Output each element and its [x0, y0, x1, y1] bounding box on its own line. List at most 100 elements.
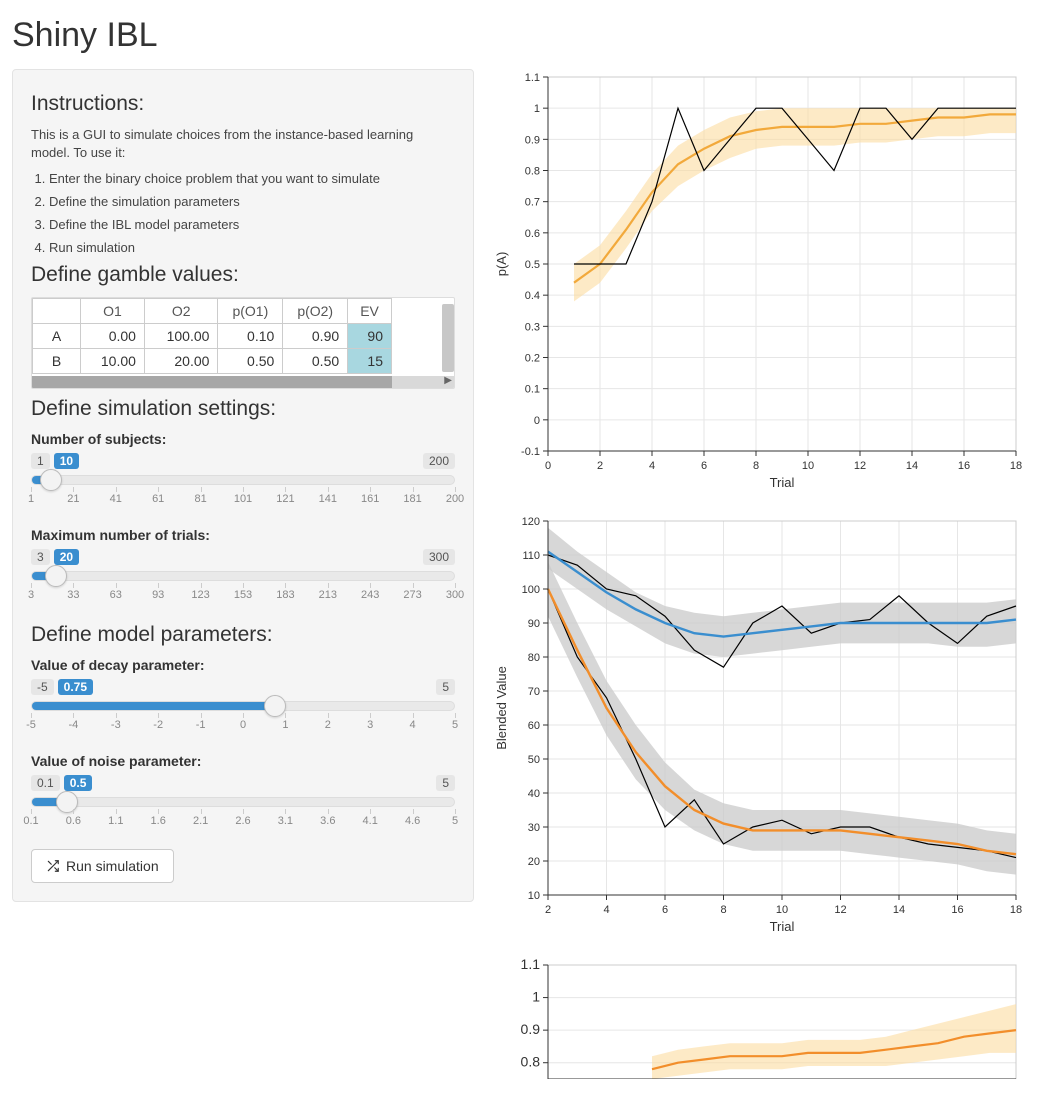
gamble-row-label: B — [33, 349, 81, 374]
svg-text:0.4: 0.4 — [525, 290, 540, 302]
slider-min: 1 — [31, 453, 50, 469]
svg-text:2: 2 — [597, 460, 603, 472]
instructions-intro: This is a GUI to simulate choices from t… — [31, 126, 455, 161]
gamble-row[interactable]: A 0.00 100.00 0.10 0.90 90 — [33, 324, 392, 349]
instructions-item: Run simulation — [49, 240, 455, 255]
slider-value-tag: 20 — [54, 549, 79, 565]
svg-text:0.6: 0.6 — [525, 228, 540, 240]
slider-thumb[interactable] — [40, 469, 62, 491]
instructions-list: Enter the binary choice problem that you… — [31, 171, 455, 255]
svg-text:10: 10 — [528, 890, 540, 902]
gamble-scrollbar-vertical[interactable] — [442, 304, 454, 372]
svg-text:18: 18 — [1010, 904, 1022, 916]
blended-value-chart: 1020304050607080901001101202468101214161… — [492, 515, 1037, 935]
instructions-heading: Instructions: — [31, 92, 455, 116]
page-title: Shiny IBL — [12, 16, 1037, 55]
svg-text:12: 12 — [834, 904, 846, 916]
slider-decay[interactable]: Value of decay parameter:-50.755-5-4-3-2… — [31, 657, 455, 735]
svg-text:Trial: Trial — [770, 475, 795, 490]
slider-value-tag: 10 — [54, 453, 79, 469]
svg-text:0.7: 0.7 — [525, 197, 540, 209]
svg-text:0.1: 0.1 — [525, 384, 540, 396]
svg-text:14: 14 — [893, 904, 905, 916]
slider-min: 3 — [31, 549, 50, 565]
slider-track[interactable] — [31, 797, 455, 807]
gamble-cell[interactable]: 0.50 — [218, 349, 283, 374]
gamble-col-po1: p(O1) — [218, 299, 283, 324]
svg-text:0.9: 0.9 — [521, 1021, 541, 1037]
svg-text:Blended Value: Blended Value — [494, 666, 509, 750]
svg-text:60: 60 — [528, 720, 540, 732]
svg-text:0.9: 0.9 — [525, 134, 540, 146]
gamble-heading: Define gamble values: — [31, 263, 455, 287]
slider-n_subjects[interactable]: Number of subjects: 110 200 121416181101121… — [31, 431, 455, 509]
svg-text:30: 30 — [528, 822, 540, 834]
slider-ticks: 0.10.61.11.62.12.63.13.64.14.65 — [31, 811, 455, 831]
svg-text:90: 90 — [528, 618, 540, 630]
slider-label: Number of subjects: — [31, 431, 455, 447]
gamble-col-po2: p(O2) — [283, 299, 348, 324]
slider-ticks: 121416181101121141161181200 — [31, 489, 455, 509]
run-simulation-label: Run simulation — [66, 858, 159, 874]
svg-text:p(A): p(A) — [494, 252, 509, 277]
slider-min: 0.1 — [31, 775, 60, 791]
svg-text:0.5: 0.5 — [525, 259, 540, 271]
svg-text:80: 80 — [528, 652, 540, 664]
svg-text:18: 18 — [1010, 460, 1022, 472]
gamble-cell[interactable]: 100.00 — [144, 324, 217, 349]
gamble-cell[interactable]: 0.90 — [283, 324, 348, 349]
svg-text:1.1: 1.1 — [521, 959, 541, 972]
svg-text:8: 8 — [753, 460, 759, 472]
svg-text:14: 14 — [906, 460, 918, 472]
scroll-right-icon[interactable]: ▶ — [444, 375, 452, 386]
gamble-cell[interactable]: 10.00 — [81, 349, 145, 374]
slider-ticks: -5-4-3-2-1012345 — [31, 715, 455, 735]
gamble-row[interactable]: B 10.00 20.00 0.50 0.50 15 — [33, 349, 392, 374]
gamble-row-label: A — [33, 324, 81, 349]
slider-max: 200 — [423, 453, 455, 469]
svg-text:20: 20 — [528, 856, 540, 868]
svg-text:0.8: 0.8 — [521, 1054, 541, 1070]
svg-text:0.8: 0.8 — [525, 166, 540, 178]
gamble-table[interactable]: O1 O2 p(O1) p(O2) EV A 0.00 100.00 0.10 — [31, 297, 455, 389]
svg-text:10: 10 — [776, 904, 788, 916]
slider-max_trials[interactable]: Maximum number of trials:320300333639312… — [31, 527, 455, 605]
slider-noise[interactable]: Value of noise parameter:0.10.550.10.61.… — [31, 753, 455, 831]
slider-max: 5 — [436, 775, 455, 791]
instructions-item: Define the simulation parameters — [49, 194, 455, 209]
model-params-heading: Define model parameters: — [31, 623, 455, 647]
svg-text:0: 0 — [534, 415, 540, 427]
svg-text:-0.1: -0.1 — [521, 446, 540, 458]
gamble-scrollbar-horizontal[interactable]: ◀ ▶ — [32, 376, 454, 388]
svg-text:4: 4 — [603, 904, 609, 916]
svg-text:110: 110 — [522, 550, 540, 562]
gamble-cell[interactable]: 0.50 — [283, 349, 348, 374]
slider-track[interactable] — [31, 701, 455, 711]
svg-text:12: 12 — [854, 460, 866, 472]
simulation-settings-heading: Define simulation settings: — [31, 397, 455, 421]
run-simulation-button[interactable]: Run simulation — [31, 849, 174, 883]
slider-label: Maximum number of trials: — [31, 527, 455, 543]
slider-thumb[interactable] — [45, 565, 67, 587]
svg-text:120: 120 — [522, 516, 540, 528]
slider-track[interactable] — [31, 571, 455, 581]
gamble-cell[interactable]: 0.00 — [81, 324, 145, 349]
svg-text:100: 100 — [522, 584, 540, 596]
slider-track[interactable] — [31, 475, 455, 485]
gamble-col-ev: EV — [348, 299, 392, 324]
svg-text:1: 1 — [534, 103, 540, 115]
svg-text:0.2: 0.2 — [525, 353, 540, 365]
svg-text:4: 4 — [649, 460, 655, 472]
instructions-item: Enter the binary choice problem that you… — [49, 171, 455, 186]
slider-thumb[interactable] — [264, 695, 286, 717]
gamble-cell-ev: 15 — [348, 349, 392, 374]
svg-text:40: 40 — [528, 788, 540, 800]
svg-text:50: 50 — [528, 754, 540, 766]
gamble-cell[interactable]: 20.00 — [144, 349, 217, 374]
svg-text:Trial: Trial — [770, 919, 795, 934]
slider-max: 5 — [436, 679, 455, 695]
svg-text:16: 16 — [958, 460, 970, 472]
gamble-col-o1: O1 — [81, 299, 145, 324]
gamble-cell[interactable]: 0.10 — [218, 324, 283, 349]
slider-value-tag: 0.75 — [58, 679, 93, 695]
